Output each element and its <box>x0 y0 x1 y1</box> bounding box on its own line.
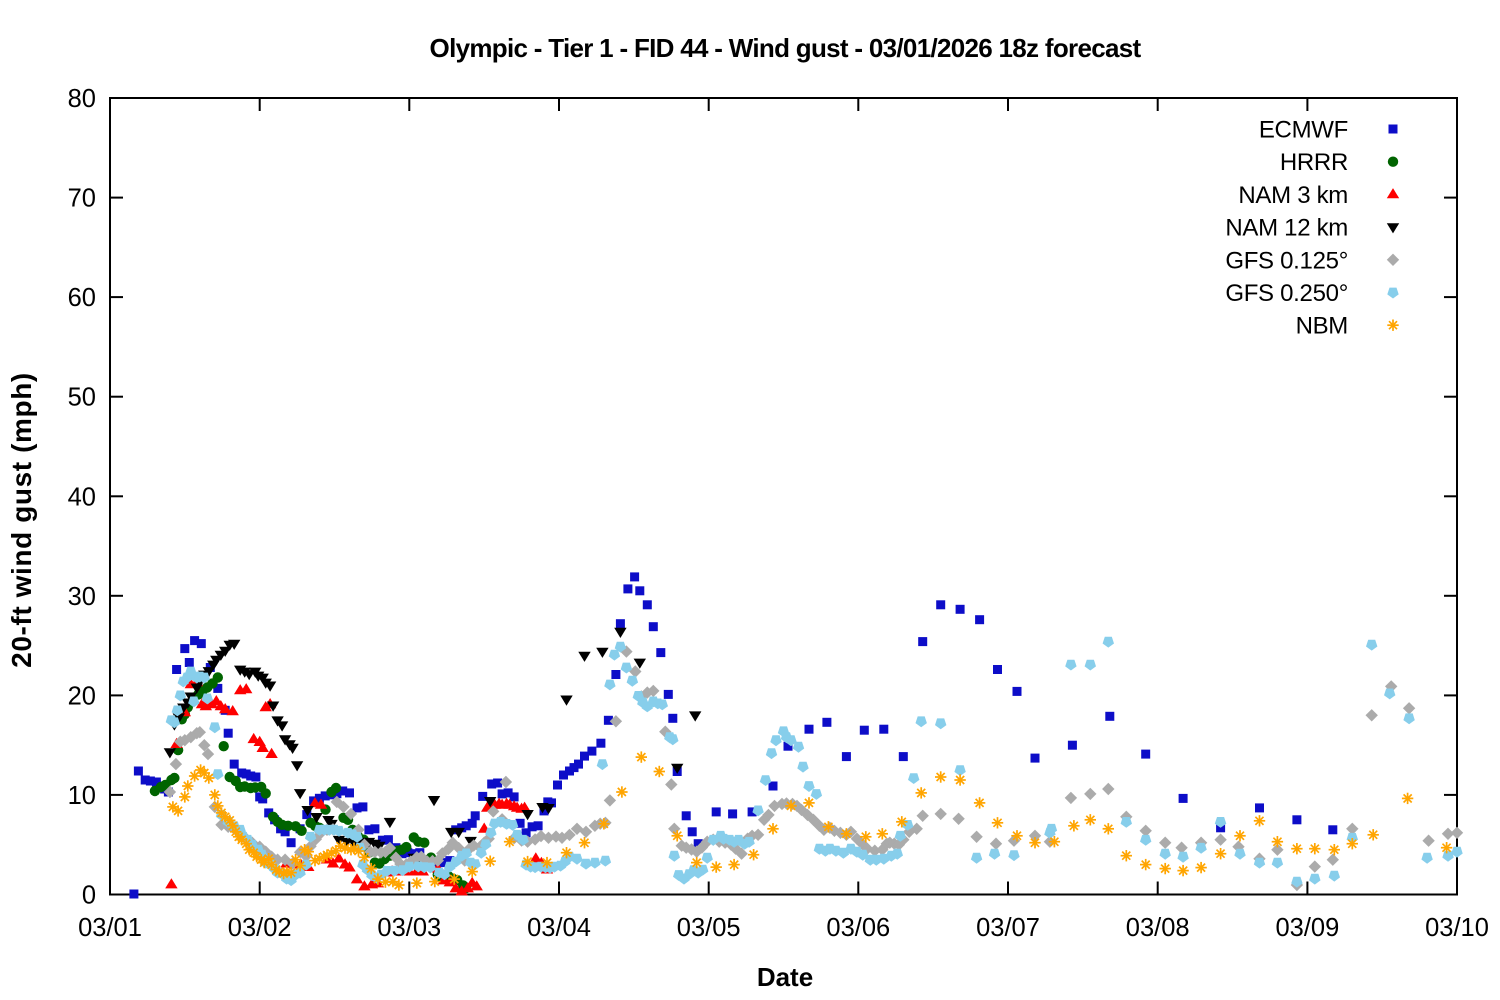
svg-text:0: 0 <box>82 882 96 910</box>
svg-text:60: 60 <box>68 284 96 312</box>
svg-text:50: 50 <box>68 384 96 412</box>
svg-text:03/03: 03/03 <box>377 914 441 942</box>
svg-text:20-ft wind gust (mph): 20-ft wind gust (mph) <box>6 372 37 668</box>
svg-text:03/09: 03/09 <box>1275 914 1339 942</box>
svg-text:10: 10 <box>68 782 96 810</box>
svg-text:Date: Date <box>757 962 813 992</box>
svg-text:NAM 3 km: NAM 3 km <box>1238 182 1348 209</box>
svg-text:03/05: 03/05 <box>677 914 741 942</box>
svg-text:03/01: 03/01 <box>78 914 142 942</box>
svg-text:03/06: 03/06 <box>826 914 890 942</box>
svg-text:80: 80 <box>68 85 96 113</box>
svg-text:Olympic - Tier 1 - FID 44 - Wi: Olympic - Tier 1 - FID 44 - Wind gust - … <box>430 33 1142 63</box>
svg-text:ECMWF: ECMWF <box>1259 117 1348 144</box>
svg-text:HRRR: HRRR <box>1280 149 1348 176</box>
svg-text:20: 20 <box>68 682 96 710</box>
svg-text:03/04: 03/04 <box>527 914 591 942</box>
svg-text:03/02: 03/02 <box>228 914 292 942</box>
svg-text:03/10: 03/10 <box>1425 914 1489 942</box>
svg-text:03/08: 03/08 <box>1126 914 1190 942</box>
svg-text:GFS 0.250°: GFS 0.250° <box>1225 280 1348 307</box>
svg-text:70: 70 <box>68 185 96 213</box>
svg-text:GFS 0.125°: GFS 0.125° <box>1225 247 1348 274</box>
svg-text:NAM 12 km: NAM 12 km <box>1225 215 1348 242</box>
svg-text:30: 30 <box>68 583 96 611</box>
svg-text:NBM: NBM <box>1296 313 1348 340</box>
svg-text:03/07: 03/07 <box>976 914 1040 942</box>
svg-text:40: 40 <box>68 483 96 511</box>
